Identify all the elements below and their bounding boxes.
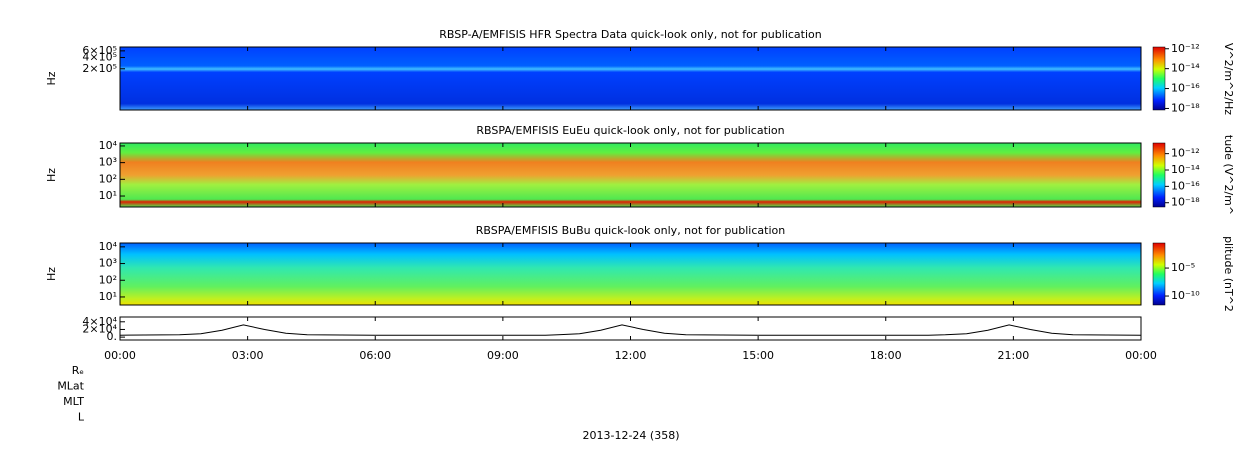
y-tick-label: 10³ bbox=[99, 156, 117, 169]
y-tick-label: 10³ bbox=[99, 257, 117, 270]
row-label: MLT bbox=[63, 395, 84, 408]
colorbar-tick-label: 10⁻⁵ bbox=[1171, 261, 1195, 274]
panel-title: RBSPA/EMFISIS BuBu quick-look only, not … bbox=[476, 224, 786, 237]
data-line bbox=[119, 324, 1142, 336]
colorbar-tick-label: 10⁻¹⁸ bbox=[1171, 101, 1200, 114]
y-tick-label: 10¹ bbox=[99, 189, 117, 202]
x-tick-label: 06:00 bbox=[359, 349, 391, 362]
x-tick-label: 18:00 bbox=[870, 349, 902, 362]
row-label: Rₑ bbox=[72, 364, 84, 377]
colorbar-tick-label: 10⁻¹² bbox=[1171, 147, 1200, 160]
y-tick-label: 2×10⁴ bbox=[82, 322, 117, 335]
x-tick-label: 09:00 bbox=[487, 349, 519, 362]
y-tick-label: 6×10⁵ bbox=[82, 44, 117, 57]
y-tick-label: 10⁴ bbox=[99, 240, 118, 253]
colorbar-label: plitude (nT^2 bbox=[1222, 236, 1235, 312]
y-tick-label: 0. bbox=[107, 330, 118, 343]
y-tick-label: 10⁴ bbox=[99, 139, 118, 152]
spectrogram-image bbox=[120, 47, 1141, 110]
y-tick-label: 10² bbox=[99, 273, 117, 286]
colorbar-label: tude (V^2/m^ bbox=[1222, 135, 1235, 215]
colorbar-tick-label: 10⁻¹⁶ bbox=[1171, 179, 1200, 192]
y-tick-label: 4×10⁵ bbox=[82, 50, 117, 63]
colorbar-label: V^2/m^2/Hz bbox=[1222, 43, 1235, 115]
colorbar-tick-label: 10⁻¹⁰ bbox=[1171, 289, 1200, 302]
x-tick-label: 15:00 bbox=[742, 349, 774, 362]
panel-title: RBSPA/EMFISIS EuEu quick-look only, not … bbox=[476, 124, 784, 137]
colorbar-tick-label: 10⁻¹⁴ bbox=[1171, 62, 1200, 75]
colorbar bbox=[1152, 242, 1166, 306]
x-tick-label: 03:00 bbox=[232, 349, 264, 362]
x-tick-label: 21:00 bbox=[998, 349, 1030, 362]
colorbar bbox=[1152, 142, 1166, 208]
colorbar-tick-label: 10⁻¹⁸ bbox=[1171, 196, 1200, 209]
row-label: L bbox=[78, 411, 85, 424]
x-axis-label: 2013-12-24 (358) bbox=[582, 429, 679, 442]
y-axis-label: Hz bbox=[45, 71, 58, 85]
colorbar-tick-label: 10⁻¹⁴ bbox=[1171, 163, 1200, 176]
colorbar-tick-label: 10⁻¹⁶ bbox=[1171, 82, 1200, 95]
y-tick-label: 4×10⁴ bbox=[82, 315, 117, 328]
x-tick-label: 00:00 bbox=[1125, 349, 1157, 362]
y-axis-label: Hz bbox=[45, 168, 58, 182]
y-tick-label: 2×10⁵ bbox=[82, 62, 117, 75]
spectrogram-image bbox=[120, 243, 1141, 305]
y-tick-label: 10² bbox=[99, 172, 117, 185]
row-label: MLat bbox=[57, 380, 84, 393]
x-tick-label: 00:00 bbox=[104, 349, 136, 362]
colorbar-tick-label: 10⁻¹² bbox=[1171, 42, 1200, 55]
x-tick-label: 12:00 bbox=[615, 349, 647, 362]
panel-title: RBSP-A/EMFISIS HFR Spectra Data quick-lo… bbox=[439, 28, 822, 41]
spectrogram-image bbox=[120, 143, 1141, 207]
colorbar bbox=[1152, 46, 1166, 111]
y-axis-label: Hz bbox=[45, 267, 58, 281]
y-tick-label: 10¹ bbox=[99, 290, 117, 303]
